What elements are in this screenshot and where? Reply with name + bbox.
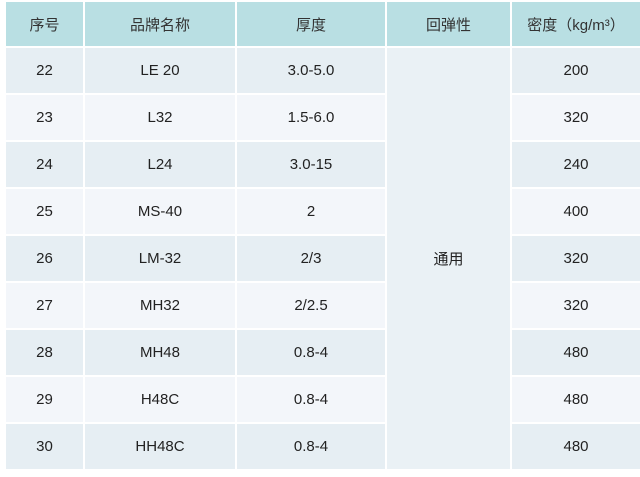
cell-brand: HH48C [83, 422, 237, 471]
cell-no: 24 [4, 140, 85, 189]
cell-brand: L24 [83, 140, 237, 189]
table-row: 23 L32 1.5-6.0 320 [4, 93, 640, 142]
table-row: 28 MH48 0.8-4 480 [4, 328, 640, 377]
cell-thickness: 1.5-6.0 [235, 93, 387, 142]
cell-thickness: 3.0-5.0 [235, 46, 387, 95]
cell-brand: LE 20 [83, 46, 237, 95]
cell-density: 200 [510, 46, 640, 95]
cell-thickness: 0.8-4 [235, 375, 387, 424]
cell-density: 480 [510, 422, 640, 471]
cell-density: 400 [510, 187, 640, 236]
cell-no: 23 [4, 93, 85, 142]
cell-thickness: 3.0-15 [235, 140, 387, 189]
cell-no: 22 [4, 46, 85, 95]
header-resilience: 回弹性 [385, 0, 512, 48]
header-brand: 品牌名称 [83, 0, 237, 48]
cell-density: 320 [510, 281, 640, 330]
cell-brand: L32 [83, 93, 237, 142]
cell-thickness: 0.8-4 [235, 328, 387, 377]
table-row: 26 LM-32 2/3 320 [4, 234, 640, 283]
cell-brand: MS-40 [83, 187, 237, 236]
cell-no: 26 [4, 234, 85, 283]
cell-density: 480 [510, 375, 640, 424]
cell-thickness: 2/3 [235, 234, 387, 283]
table-row: 24 L24 3.0-15 240 [4, 140, 640, 189]
table-row: 27 MH32 2/2.5 320 [4, 281, 640, 330]
cell-resilience: 通用 [385, 46, 512, 471]
header-density: 密度（kg/m³） [510, 0, 640, 48]
cell-brand: MH48 [83, 328, 237, 377]
cell-density: 320 [510, 93, 640, 142]
cell-no: 30 [4, 422, 85, 471]
table-row: 22 LE 20 3.0-5.0 通用 200 [4, 46, 640, 471]
cell-density: 320 [510, 234, 640, 283]
cell-no: 25 [4, 187, 85, 236]
cell-no: 28 [4, 328, 85, 377]
cell-brand: LM-32 [83, 234, 237, 283]
cell-thickness: 2 [235, 187, 387, 236]
cell-no: 29 [4, 375, 85, 424]
table-row: 29 H48C 0.8-4 480 [4, 375, 640, 424]
cell-density: 240 [510, 140, 640, 189]
header-row: 序号 品牌名称 厚度 回弹性 密度（kg/m³） [4, 0, 640, 48]
header-thickness: 厚度 [235, 0, 387, 48]
cell-density: 480 [510, 328, 640, 377]
table-row: 25 MS-40 2 400 [4, 187, 640, 236]
cell-thickness: 2/2.5 [235, 281, 387, 330]
table-row: 30 HH48C 0.8-4 480 [4, 422, 640, 471]
cell-brand: MH32 [83, 281, 237, 330]
product-table: 序号 品牌名称 厚度 回弹性 密度（kg/m³） 22 LE 20 3.0-5.0 通… [4, 0, 640, 471]
cell-thickness: 0.8-4 [235, 422, 387, 471]
cell-brand: H48C [83, 375, 237, 424]
header-no: 序号 [4, 0, 85, 48]
cell-no: 27 [4, 281, 85, 330]
